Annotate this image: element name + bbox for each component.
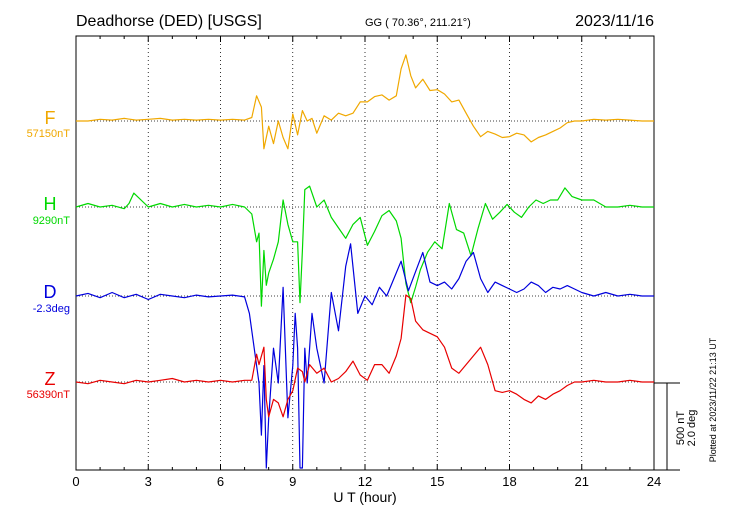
station-title: Deadhorse (DED) [USGS] (76, 13, 262, 30)
x-tick-label: 3 (145, 474, 152, 489)
plot-date: 2023/11/16 (575, 13, 654, 30)
scale-bar-nt: 500 nT (675, 411, 687, 446)
scale-bar-deg: 2.0 deg (686, 410, 698, 447)
x-tick-label: 21 (575, 474, 589, 489)
x-tick-label: 18 (502, 474, 516, 489)
series-name-z: Z (45, 369, 56, 389)
series-line-f (76, 54, 654, 150)
series-line-h (75, 185, 654, 307)
series-name-d: D (44, 282, 57, 302)
series-baseline-d: -2.3deg (33, 303, 70, 315)
x-tick-label: 12 (358, 474, 372, 489)
series-lines (75, 54, 654, 469)
plotted-timestamp: Plotted at 2023/11/22 21:13 UT (708, 337, 718, 462)
x-axis-ticks: 0 3 6 9 12 15 18 21 24 (72, 36, 661, 489)
series-line-z (75, 294, 654, 418)
x-axis-label: U T (hour) (333, 489, 396, 505)
series-line-d (75, 243, 654, 469)
grid-lines (147, 36, 583, 470)
x-tick-label: 0 (72, 474, 79, 489)
series-name-f: F (45, 108, 56, 128)
x-tick-label: 15 (430, 474, 444, 489)
x-tick-label: 24 (647, 474, 661, 489)
x-tick-label: 6 (217, 474, 224, 489)
series-baseline-h: 9290nT (33, 215, 71, 227)
series-baseline-z: 56390nT (27, 389, 71, 401)
series-name-h: H (44, 194, 57, 214)
series-baseline-f: 57150nT (27, 128, 71, 140)
station-coordinates: GG ( 70.36°, 211.21°) (365, 17, 471, 29)
x-tick-label: 9 (289, 474, 296, 489)
